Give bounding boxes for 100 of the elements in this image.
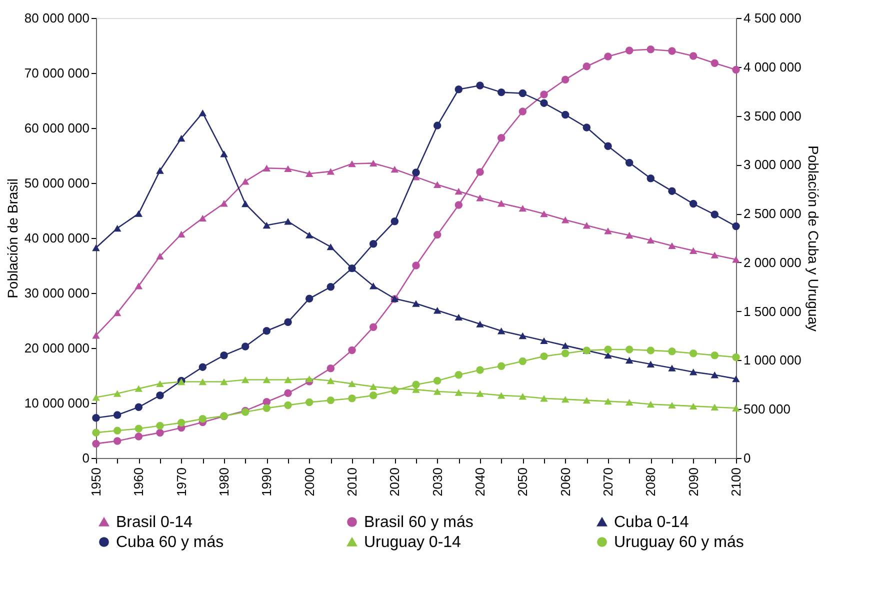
point: [732, 404, 740, 412]
y-tick-label: 50 000 000: [24, 176, 90, 190]
point: [92, 394, 100, 401]
point: [156, 392, 164, 400]
point: [369, 383, 378, 390]
point: [134, 403, 143, 412]
point: [156, 422, 164, 430]
point: [689, 350, 698, 358]
point: [710, 372, 719, 378]
point: [369, 282, 378, 290]
point: [433, 388, 442, 395]
point: [369, 323, 378, 331]
point: [540, 395, 548, 402]
point: [454, 188, 463, 195]
point: [220, 200, 228, 207]
point: [668, 187, 676, 195]
x-tick-label: 2060: [558, 468, 573, 496]
point: [156, 428, 164, 437]
y-tick-label: 0: [82, 450, 90, 466]
point: [220, 150, 228, 158]
point: [668, 364, 676, 372]
point: [198, 415, 207, 423]
point: [198, 378, 207, 386]
point: [582, 62, 591, 70]
point: [156, 252, 164, 260]
point: [262, 404, 271, 412]
point: [348, 160, 356, 168]
legend-label: Cuba 0-14: [614, 514, 689, 531]
legend-label: Uruguay 0-14: [364, 534, 462, 551]
point: [284, 401, 292, 410]
point: [518, 204, 527, 212]
point: [369, 240, 378, 248]
x-tick-label: 1970: [174, 468, 189, 496]
point: [156, 167, 164, 174]
point: [134, 424, 143, 433]
point: [582, 396, 591, 404]
point: [134, 282, 143, 290]
point: [454, 314, 463, 321]
point: [113, 390, 122, 397]
point: [241, 178, 250, 185]
point: [198, 363, 207, 371]
point: [561, 350, 570, 358]
point: [732, 375, 740, 382]
point: [284, 318, 292, 326]
point: [326, 168, 335, 175]
point: [646, 346, 655, 354]
point: [454, 201, 463, 209]
point: [732, 66, 740, 74]
point: [284, 389, 292, 397]
x-tick-label: 2070: [600, 468, 616, 496]
x-tick-label: 2040: [472, 468, 488, 496]
point: [604, 346, 612, 354]
point: [454, 389, 463, 396]
point: [668, 348, 676, 356]
point: [326, 243, 335, 250]
point: [369, 160, 378, 167]
point: [134, 432, 143, 440]
point: [305, 170, 314, 178]
point: [412, 300, 420, 307]
point: [540, 90, 548, 98]
legend-label: Uruguay 60 y más: [614, 534, 744, 551]
y-tick-label: 60 000 000: [24, 120, 90, 136]
point: [625, 398, 634, 406]
y-tick-label: 40 000 000: [24, 230, 90, 246]
point: [625, 46, 634, 54]
point: [497, 88, 506, 96]
point: [518, 393, 527, 400]
y2-tick-label: 3 500 000: [744, 108, 802, 124]
point: [177, 230, 186, 238]
point: [241, 200, 250, 208]
point: [689, 52, 698, 60]
point: [326, 396, 335, 404]
point: [454, 371, 463, 379]
point: [561, 76, 570, 84]
point: [646, 360, 655, 368]
x-tick-label: 2030: [430, 468, 445, 496]
y2-tick-label: 2 500 000: [744, 206, 802, 222]
point: [433, 230, 442, 239]
y2-tick-label: 4 500 000: [744, 10, 802, 26]
point: [177, 418, 186, 427]
y2-axis-title: Población de Cuba y Uruguay: [805, 145, 822, 332]
y-axis-title: Población de Brasil: [4, 178, 20, 298]
point: [262, 222, 271, 229]
point: [689, 368, 698, 376]
point: [113, 411, 122, 419]
point: [433, 122, 442, 130]
point: [412, 168, 420, 176]
point: [604, 227, 612, 234]
point: [369, 392, 378, 400]
legend-label: Brasil 0-14: [116, 514, 193, 531]
point: [134, 385, 143, 392]
point: [476, 320, 484, 328]
point: [497, 134, 506, 142]
point: [710, 351, 719, 360]
point: [476, 168, 484, 176]
point: [476, 366, 484, 374]
point: [156, 380, 164, 388]
x-tick-label: 2080: [643, 468, 658, 496]
point: [646, 174, 655, 182]
point: [305, 232, 314, 238]
